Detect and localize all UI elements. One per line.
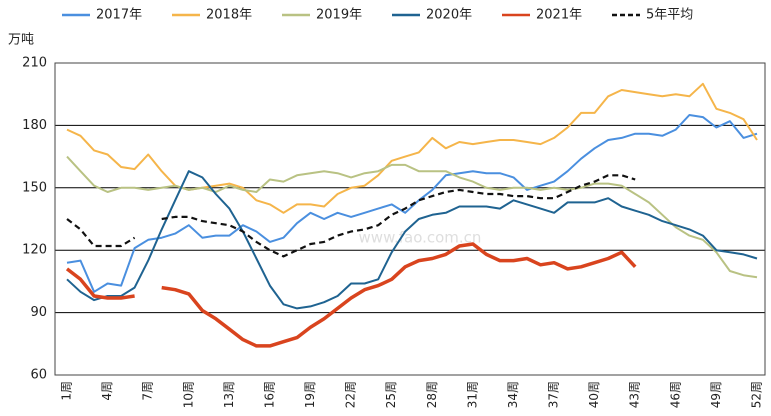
x-tick-label: 52周 xyxy=(750,381,764,408)
x-tick-label: 25周 xyxy=(384,381,398,408)
x-tick-label: 49周 xyxy=(709,381,723,408)
x-tick-label: 43周 xyxy=(628,381,642,408)
series-line xyxy=(66,174,636,258)
y-tick-label: 60 xyxy=(30,368,47,383)
legend-label: 5年平均 xyxy=(646,8,693,23)
series-line xyxy=(66,114,758,293)
watermark: www.fao.com.cn xyxy=(359,229,482,247)
x-tick-label: 7周 xyxy=(141,381,155,401)
y-tick-label: 180 xyxy=(22,118,47,133)
x-tick-label: 16周 xyxy=(262,381,276,408)
x-tick-label: 19周 xyxy=(303,381,317,408)
plot-frame xyxy=(54,62,766,376)
legend-label: 2021年 xyxy=(536,8,582,23)
x-tick-label: 10周 xyxy=(181,381,195,408)
series-line xyxy=(66,82,758,214)
unit-label: 万吨 xyxy=(8,33,34,48)
y-tick-label: 210 xyxy=(22,56,47,71)
legend-label: 2020年 xyxy=(426,8,472,23)
x-tick-label: 1周 xyxy=(60,381,74,401)
x-tick-label: 13周 xyxy=(222,381,236,408)
x-tick-label: 37周 xyxy=(547,381,561,408)
legend-label: 2019年 xyxy=(316,8,362,23)
x-tick-label: 40周 xyxy=(587,381,601,408)
legend-label: 2017年 xyxy=(96,8,142,23)
series-line xyxy=(65,242,637,348)
x-tick-label: 34周 xyxy=(506,381,520,408)
x-tick-label: 46周 xyxy=(668,381,682,408)
y-tick-label: 150 xyxy=(22,180,47,195)
x-tick-label: 28周 xyxy=(425,381,439,408)
y-tick-label: 90 xyxy=(30,305,47,320)
y-tick-label: 120 xyxy=(22,243,47,258)
x-tick-label: 31周 xyxy=(465,381,479,408)
x-tick-label: 4周 xyxy=(100,381,114,401)
legend-label: 2018年 xyxy=(206,8,252,23)
x-tick-label: 22周 xyxy=(344,381,358,408)
series-line xyxy=(66,170,758,310)
